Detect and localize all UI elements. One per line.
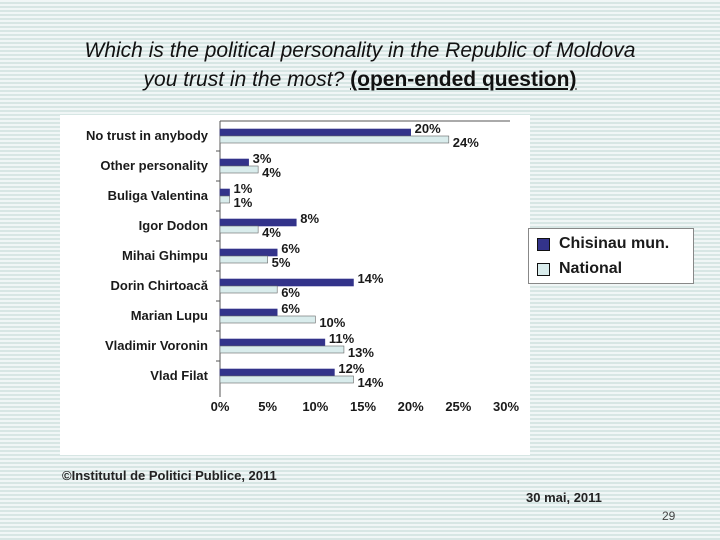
data-label-national: 4% — [262, 165, 281, 180]
category-label: Igor Dodon — [139, 218, 208, 233]
bar-national — [219, 375, 354, 384]
x-tick-label: 10% — [302, 399, 328, 414]
category-label: Mihai Ghimpu — [122, 248, 208, 263]
bar-national — [219, 135, 450, 144]
bar-chisinau — [219, 308, 278, 317]
bar-chart: 0% 5% 10% 15% 20% 25% 30% No trust in anybody 20… — [86, 120, 519, 414]
data-label-national: 24% — [453, 135, 479, 150]
bar-national — [219, 225, 259, 234]
data-label-chisinau: 6% — [281, 241, 300, 256]
x-tick-label: 0% — [211, 399, 230, 414]
legend-label-chisinau: Chisinau mun. — [559, 235, 670, 252]
bar-chisinau — [219, 158, 249, 167]
bar-national — [219, 195, 230, 204]
legend-item-national: National — [537, 260, 622, 278]
legend-swatch-national — [537, 262, 550, 276]
bar-national — [219, 255, 268, 264]
bar-chisinau — [219, 218, 297, 227]
data-label-national: 14% — [357, 375, 383, 390]
data-label-national: 10% — [319, 315, 345, 330]
category-label: No trust in anybody — [86, 128, 209, 143]
title-line-2: you trust in the most? (open-ended quest… — [30, 65, 690, 94]
category-label: Marian Lupu — [131, 308, 208, 323]
category-label: Dorin Chirtoacă — [110, 278, 208, 293]
bar-chisinau — [219, 128, 411, 137]
slide-date: 30 mai, 2011 — [526, 490, 602, 505]
chart-area: 0% 5% 10% 15% 20% 25% 30% No trust in anybody 20… — [60, 115, 530, 455]
x-tick-label: 25% — [445, 399, 471, 414]
title-question: you trust in the most? — [143, 68, 345, 91]
data-label-chisinau: 12% — [338, 361, 364, 376]
data-label-chisinau: 6% — [281, 301, 300, 316]
data-label-national: 13% — [348, 345, 374, 360]
chart-legend: Chisinau mun. National — [528, 228, 694, 284]
data-label-chisinau: 11% — [329, 331, 355, 346]
title-qualifier: (open-ended question) — [350, 68, 577, 91]
legend-item-chisinau: Chisinau mun. — [537, 235, 669, 253]
bar-national — [219, 285, 278, 294]
legend-label-national: National — [559, 260, 623, 277]
x-tick-label: 20% — [398, 399, 424, 414]
data-label-chisinau: 1% — [234, 181, 253, 196]
x-tick-label: 15% — [350, 399, 376, 414]
copyright-footer: ©Institutul de Politici Publice, 2011 — [62, 468, 277, 483]
bar-chisinau — [219, 338, 326, 347]
data-label-chisinau: 20% — [415, 121, 441, 136]
data-label-chisinau: 14% — [357, 271, 383, 286]
category-label: Vlad Filat — [150, 368, 208, 383]
x-tick-label: 30% — [493, 399, 519, 414]
bar-national — [219, 315, 316, 324]
category-label: Buliga Valentina — [108, 188, 209, 203]
bar-national — [219, 345, 345, 354]
bar-chisinau — [219, 368, 335, 377]
data-label-national: 6% — [281, 285, 300, 300]
title-line-1: Which is the political personality in th… — [84, 39, 636, 62]
data-label-national: 1% — [234, 195, 253, 210]
slide-title: Which is the political personality in th… — [30, 36, 690, 94]
page-number: 29 — [662, 509, 676, 523]
data-label-national: 5% — [272, 255, 291, 270]
bar-chisinau — [219, 278, 354, 287]
legend-swatch-chisinau — [537, 237, 550, 251]
bar-national — [219, 165, 259, 174]
bar-chisinau — [219, 188, 230, 197]
data-label-chisinau: 8% — [300, 211, 319, 226]
x-tick-label: 5% — [258, 399, 277, 414]
data-label-chisinau: 3% — [253, 151, 272, 166]
data-label-national: 4% — [262, 225, 281, 240]
category-label: Vladimir Voronin — [105, 338, 208, 353]
category-label: Other personality — [100, 158, 208, 173]
bar-chisinau — [219, 248, 278, 257]
